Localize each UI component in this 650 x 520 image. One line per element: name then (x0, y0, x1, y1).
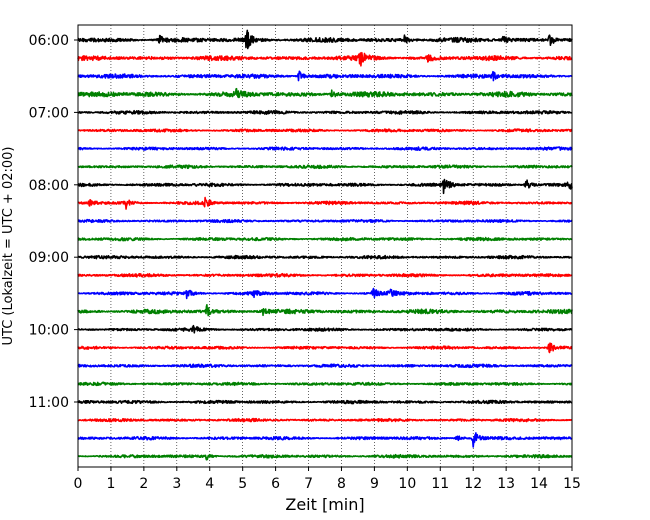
y-tick-label-1: 07:00 (29, 105, 69, 121)
seismogram-traces (77, 29, 573, 461)
trace-1015 (77, 342, 573, 354)
x-tick-label-12: 12 (464, 476, 482, 492)
plot-frame (77, 24, 573, 468)
y-tick-label-5: 11:00 (29, 395, 69, 411)
trace-1130 (77, 432, 573, 448)
trace-1000 (77, 324, 573, 334)
y-tick-label-0: 06:00 (29, 33, 69, 49)
x-tick-label-11: 11 (431, 476, 449, 492)
x-tick-label-5: 5 (238, 476, 247, 492)
trace-0745 (77, 164, 573, 170)
trace-0715 (77, 128, 573, 133)
x-tick-label-7: 7 (304, 476, 313, 492)
trace-0645 (77, 87, 573, 99)
trace-0830 (77, 218, 573, 224)
trace-0730 (77, 146, 573, 151)
trace-1100 (77, 399, 573, 405)
x-tick-label-3: 3 (172, 476, 181, 492)
x-axis-label: Zeit [min] (285, 495, 364, 514)
trace-0700 (77, 109, 573, 115)
trace-0945 (77, 304, 573, 317)
x-tick-label-15: 15 (563, 476, 581, 492)
trace-0600 (77, 29, 573, 50)
trace-1115 (77, 417, 573, 423)
trace-0800 (77, 178, 573, 195)
x-tick-label-1: 1 (106, 476, 115, 492)
trace-0630 (77, 70, 573, 82)
x-tick-label-4: 4 (205, 476, 214, 492)
trace-0615 (77, 51, 573, 67)
trace-0915 (77, 272, 573, 278)
x-tick-label-0: 0 (74, 476, 83, 492)
trace-0900 (77, 254, 573, 260)
trace-1030 (77, 363, 573, 369)
y-tick-label-2: 08:00 (29, 178, 69, 194)
y-axis-ticks: 06:00 07:00 08:00 09:00 10:00 11:00 (29, 33, 78, 411)
x-tick-label-9: 9 (370, 476, 379, 492)
trace-0845 (77, 236, 573, 242)
x-tick-label-8: 8 (337, 476, 346, 492)
x-tick-label-10: 10 (398, 476, 416, 492)
y-axis-label: UTC (Lokalzeit = UTC + 02:00) (1, 147, 16, 346)
x-tick-label-2: 2 (139, 476, 148, 492)
trace-0930 (77, 287, 573, 300)
y-tick-label-4: 10:00 (29, 323, 69, 339)
trace-1045 (77, 381, 573, 387)
x-axis-ticks: 0 1 2 3 4 5 6 7 8 9 10 11 12 13 14 15 (74, 467, 581, 492)
x-tick-label-13: 13 (497, 476, 515, 492)
trace-0815 (77, 196, 573, 210)
x-tick-label-14: 14 (530, 476, 548, 492)
x-tick-label-6: 6 (271, 476, 280, 492)
y-tick-label-3: 09:00 (29, 250, 69, 266)
trace-1145 (77, 453, 573, 461)
